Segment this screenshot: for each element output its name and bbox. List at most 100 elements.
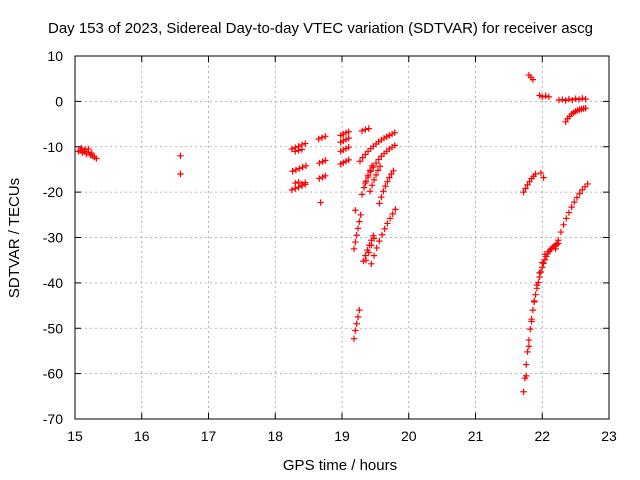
data-point (575, 96, 583, 103)
data-point (292, 185, 299, 192)
data-point (582, 95, 589, 103)
data-point (565, 95, 573, 103)
data-point (540, 260, 547, 267)
data-point (298, 146, 306, 153)
data-point (529, 306, 537, 314)
data-point (523, 361, 530, 368)
data-point (322, 157, 329, 164)
data-point (316, 159, 323, 167)
data-point (565, 209, 573, 216)
series-c2 (289, 162, 310, 175)
data-point (384, 178, 391, 185)
series-g1 (350, 211, 364, 253)
data-point (386, 215, 394, 222)
data-point (532, 291, 539, 298)
y-tick-label: -30 (43, 230, 63, 246)
x-tick-label: 18 (267, 428, 283, 444)
series-j4 (562, 104, 589, 125)
x-axis-label: GPS time / hours (283, 457, 397, 474)
data-point (298, 180, 306, 188)
data-point (370, 235, 378, 242)
series-d4 (317, 199, 324, 206)
data-point (555, 237, 562, 244)
data-point (560, 221, 567, 228)
series-e2 (337, 134, 352, 146)
series-j2 (536, 92, 553, 101)
data-point (368, 260, 375, 268)
data-point (78, 144, 85, 152)
data-point (357, 211, 364, 219)
data-point (364, 172, 372, 179)
data-point (384, 220, 391, 227)
data-point (302, 179, 309, 186)
data-point (584, 180, 591, 188)
data-point (315, 135, 322, 143)
data-point (360, 184, 368, 191)
x-tick-label: 19 (334, 428, 350, 444)
data-point (370, 252, 378, 259)
data-point (523, 372, 530, 380)
data-point (373, 244, 380, 252)
data-point (362, 256, 370, 264)
data-point (391, 142, 398, 149)
data-point (292, 179, 299, 187)
series-f2 (356, 129, 398, 165)
data-point (529, 76, 537, 83)
x-tick-label: 23 (601, 428, 617, 444)
series-a1 (75, 147, 100, 162)
grid (75, 56, 609, 419)
series-f1 (358, 125, 372, 135)
series-i1 (520, 170, 539, 196)
data-point (563, 215, 570, 222)
data-point (345, 128, 352, 135)
data-point (376, 237, 383, 245)
data-point (524, 348, 531, 356)
y-tick-label: -40 (43, 275, 63, 291)
x-tick-label: 16 (134, 428, 150, 444)
series-d3 (316, 172, 329, 182)
data-point (362, 178, 370, 185)
data-point (358, 127, 366, 135)
data-point (532, 170, 539, 178)
data-point (177, 152, 184, 160)
data-point (292, 166, 300, 174)
data-point (389, 210, 396, 218)
data-point (316, 175, 323, 182)
data-point (568, 203, 575, 211)
data-point (378, 193, 385, 201)
data-point (88, 149, 95, 157)
data-point (520, 388, 527, 395)
data-point (366, 167, 374, 174)
data-point (356, 306, 363, 314)
data-point (541, 251, 549, 258)
data-point (579, 94, 586, 102)
data-point (345, 156, 352, 164)
data-point (302, 162, 310, 170)
data-point (289, 168, 296, 175)
data-point (366, 188, 374, 195)
data-point (370, 163, 377, 171)
series-j1 (525, 71, 537, 83)
series-a2 (78, 144, 95, 157)
data-point (559, 96, 566, 103)
data-point (376, 200, 383, 207)
data-point (539, 259, 546, 266)
data-point (368, 162, 376, 170)
y-tick-label: -20 (43, 184, 63, 200)
data-point (345, 134, 352, 142)
y-tick-label: -60 (43, 366, 63, 382)
series-f5 (376, 167, 397, 207)
data-point (533, 281, 541, 289)
y-tick-label: -50 (43, 320, 63, 336)
data-point (542, 92, 549, 100)
y-tick-label: 0 (55, 93, 63, 109)
data-point (374, 167, 382, 174)
data-point (525, 336, 533, 344)
series-c4 (292, 178, 309, 188)
data-point (295, 178, 302, 186)
data-point (391, 129, 398, 136)
data-point (392, 206, 399, 213)
data-point (318, 134, 326, 141)
data-point (356, 218, 363, 225)
